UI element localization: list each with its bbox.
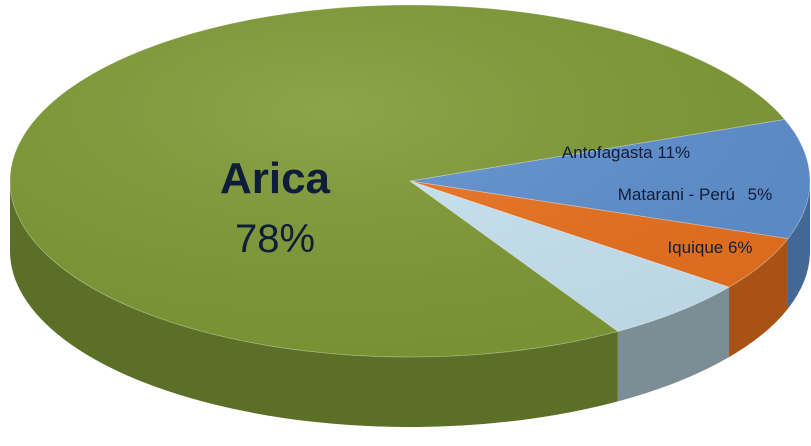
pie-top-layer	[9, 4, 811, 358]
slice-label-iquique: Iquique 6%	[667, 238, 752, 257]
slice-label-antofagasta: Antofagasta 11%	[562, 143, 690, 162]
slice-label-matarani: Matarani - Perú 5%	[618, 185, 772, 204]
slice-label-arica-percent: 78%	[235, 217, 315, 261]
slice-label-arica-name: Arica	[220, 154, 331, 203]
pie-side-arica	[10, 181, 618, 428]
pie-labels-layer: Arica 78% Antofagasta 11% Matarani - Per…	[220, 143, 772, 261]
